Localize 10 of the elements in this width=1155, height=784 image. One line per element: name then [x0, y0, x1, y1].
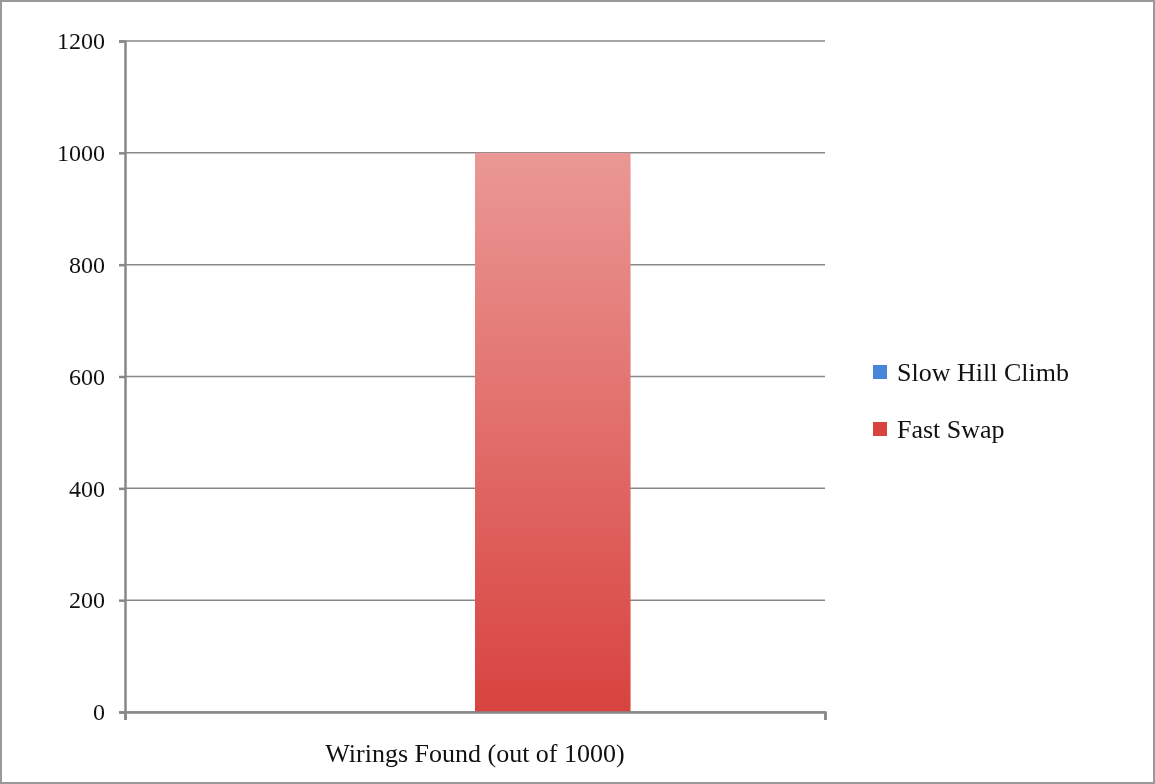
y-tick-label: 0 — [93, 699, 105, 726]
y-tick-label: 800 — [69, 251, 105, 278]
y-tick-label: 1000 — [57, 140, 105, 167]
y-tick-label: 1200 — [57, 28, 105, 55]
x-tick-label: Wirings Found (out of 1000) — [325, 739, 625, 768]
y-tick-label: 600 — [69, 363, 105, 390]
y-tick-label: 200 — [69, 587, 105, 614]
legend-label: Fast Swap — [897, 415, 1005, 444]
y-tick-label: 400 — [69, 475, 105, 502]
legend-label: Slow Hill Climb — [897, 358, 1069, 387]
